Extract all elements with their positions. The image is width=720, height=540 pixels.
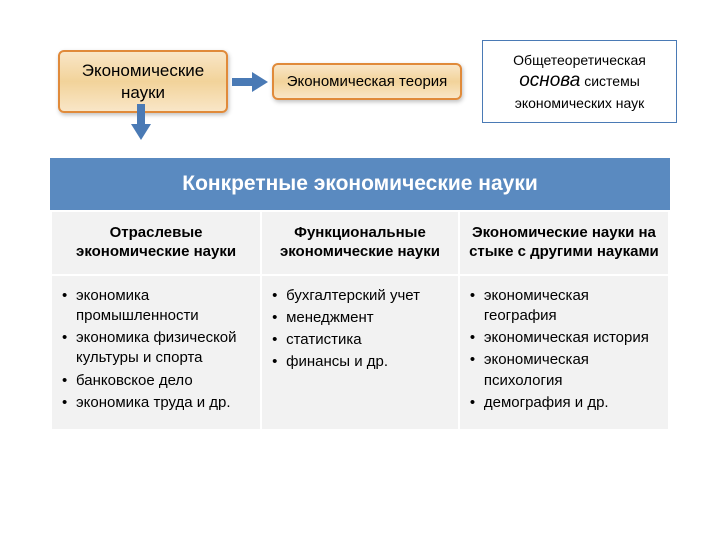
list-item: менеджмент [272,308,448,328]
list-item: экономика физической культуры и спорта [62,328,250,369]
cell-2: экономическая география экономическая ис… [459,275,669,431]
list-item: экономическая география [470,286,658,327]
list-item: экономическая психология [470,350,658,391]
cell-1: бухгалтерский учет менеджмент статистика… [261,275,459,431]
top-row: Экономические науки Экономическая теория… [58,40,690,123]
list-item: экономическая история [470,328,658,348]
list-item: банковское дело [62,371,250,391]
list-item: статистика [272,330,448,350]
col-header-2: Экономические науки на стыке с другими н… [459,211,669,275]
arrow-down-icon [130,102,152,142]
panel-title: Конкретные экономические науки [50,158,670,210]
list-item: демография и др. [470,393,658,413]
list-item: экономика труда и др. [62,393,250,413]
col-header-1: Функциональные экономические науки [261,211,459,275]
right-box-rest1: системы [580,73,639,89]
cell-0: экономика промышленности экономика физич… [51,275,261,431]
panel-concrete-sciences: Конкретные экономические науки Отраслевы… [50,158,670,431]
table-row: экономика промышленности экономика физич… [51,275,669,431]
list-item: экономика промышленности [62,286,250,327]
right-box-line1: Общетеоретическая [513,52,646,68]
arrow-right-icon [228,71,272,93]
right-box-osnova: основа [519,70,580,91]
list-item: финансы и др. [272,352,448,372]
list-item: бухгалтерский учет [272,286,448,306]
right-box-line3: экономических наук [515,95,645,111]
sciences-table: Отраслевые экономические науки Функциона… [50,210,670,431]
col-header-0: Отраслевые экономические науки [51,211,261,275]
box-economic-theory: Экономическая теория [272,63,462,100]
box-theoretical-basis: Общетеоретическая основа системы экономи… [482,40,677,123]
